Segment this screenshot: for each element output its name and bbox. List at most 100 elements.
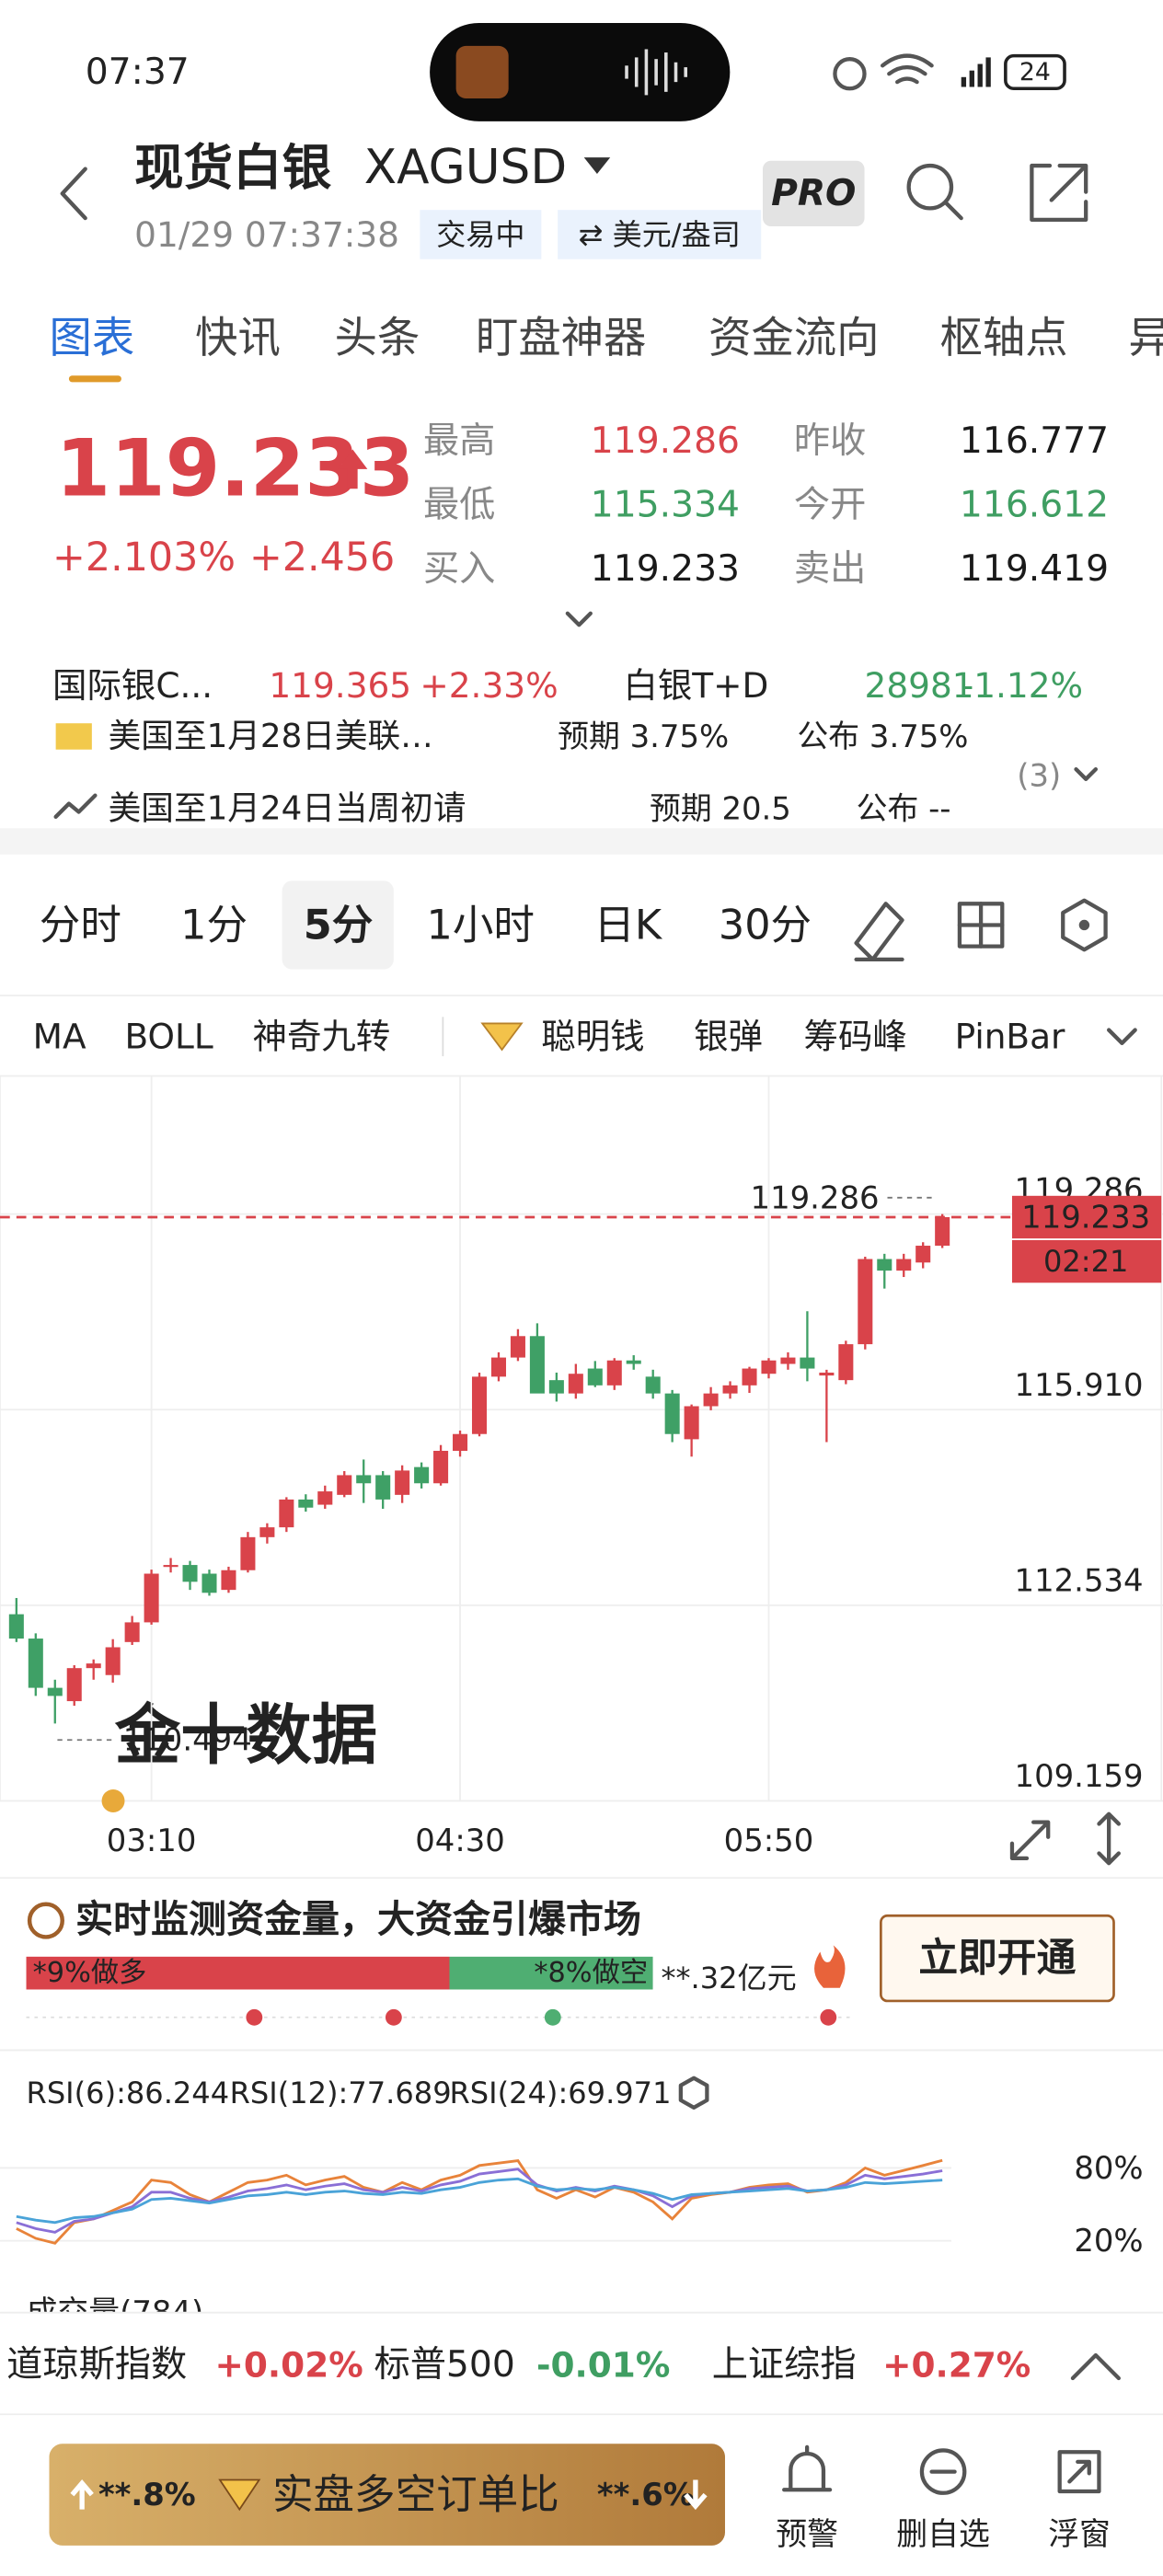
battery bbox=[1004, 53, 1066, 91]
volume-label: 成交量(784) bbox=[27, 2294, 204, 2330]
candle-body bbox=[780, 1357, 796, 1364]
indicator[interactable]: 神奇九转 bbox=[253, 1017, 391, 1057]
index-name[interactable]: 标普500 bbox=[374, 2344, 514, 2386]
expand-chevron[interactable] bbox=[565, 611, 593, 627]
draw-tool[interactable] bbox=[854, 902, 904, 962]
change-percent: +2.103% bbox=[52, 535, 236, 581]
scale-button[interactable] bbox=[1097, 1811, 1121, 1866]
news-chevron[interactable] bbox=[1074, 766, 1099, 781]
order-ratio-banner[interactable] bbox=[49, 2444, 725, 2546]
related-price: 119.365 bbox=[269, 665, 411, 706]
period-tab[interactable]: 日K bbox=[593, 901, 663, 949]
clock: 07:37 bbox=[86, 52, 190, 93]
indicator[interactable]: 聪明钱 bbox=[541, 1017, 644, 1057]
flow-dot bbox=[385, 2008, 402, 2026]
countdown-label: 02:21 bbox=[1043, 1244, 1128, 1279]
float-window-icon[interactable] bbox=[1057, 2450, 1101, 2494]
ticker-collapse[interactable] bbox=[1070, 2352, 1121, 2381]
event-dot[interactable] bbox=[101, 1788, 125, 1812]
ratio-title[interactable]: 实盘多空订单比 bbox=[272, 2471, 559, 2519]
news-forecast: 预期 3.75% bbox=[558, 719, 729, 754]
stat-label: 最低 bbox=[423, 485, 495, 526]
candle-body bbox=[337, 1475, 352, 1495]
stat-value: 119.419 bbox=[960, 548, 1109, 590]
tab[interactable]: 快讯 bbox=[195, 313, 281, 362]
rsi-line bbox=[16, 2177, 943, 2225]
related-change: +2.33% bbox=[420, 665, 558, 706]
indicator[interactable]: PinBar bbox=[955, 1017, 1065, 1057]
action-label[interactable]: 预警 bbox=[776, 2516, 838, 2552]
index-name[interactable]: 道琼斯指数 bbox=[6, 2344, 187, 2386]
action-label[interactable]: 删自选 bbox=[896, 2516, 990, 2552]
pro-badge[interactable] bbox=[762, 160, 865, 227]
share-button[interactable] bbox=[1030, 163, 1088, 223]
related-name[interactable]: 国际银C... bbox=[52, 665, 213, 706]
rsi-settings[interactable] bbox=[678, 2076, 709, 2110]
indicator[interactable]: BOLL bbox=[125, 1017, 213, 1057]
down-arrow bbox=[684, 2479, 708, 2511]
candle-body bbox=[259, 1527, 275, 1537]
tab[interactable]: 资金流向 bbox=[708, 313, 879, 362]
tab[interactable]: 图表 bbox=[49, 313, 134, 362]
last-price: 119.233 bbox=[56, 423, 415, 514]
tab[interactable]: 异 bbox=[1129, 313, 1163, 362]
layout-tool[interactable] bbox=[957, 902, 1005, 949]
news-icon bbox=[55, 723, 92, 750]
candle-body bbox=[240, 1536, 256, 1570]
search-button[interactable] bbox=[906, 163, 963, 221]
candle-body bbox=[761, 1360, 777, 1374]
rsi-line bbox=[16, 2158, 943, 2245]
period-tab[interactable]: 1小时 bbox=[427, 901, 535, 949]
current-price-box bbox=[1011, 1195, 1162, 1239]
indicator[interactable]: 银弹 bbox=[694, 1017, 763, 1057]
tab[interactable]: 枢轴点 bbox=[940, 313, 1068, 362]
status-badge bbox=[420, 210, 542, 259]
period-tab[interactable]: 1分 bbox=[180, 901, 248, 949]
candle-body bbox=[356, 1475, 372, 1484]
candlestick-chart: 金十数据 119.286 115.910 112.534 109.159 03:10 04… bbox=[0, 1075, 1163, 1858]
related-name[interactable]: 白银T+D bbox=[623, 665, 768, 706]
activate-button[interactable] bbox=[880, 1914, 1115, 2003]
short-label: *8%做空 bbox=[534, 1957, 648, 1989]
activate-text[interactable]: 立即开通 bbox=[918, 1936, 1076, 1982]
instrument-symbol[interactable]: XAGUSD bbox=[364, 140, 567, 195]
index-name[interactable]: 上证综指 bbox=[712, 2344, 857, 2386]
period-tab[interactable]: 30分 bbox=[719, 901, 812, 949]
candle-body bbox=[722, 1385, 738, 1394]
y-tick-label: 112.534 bbox=[1015, 1563, 1144, 1599]
y-tick-label: 115.910 bbox=[1015, 1367, 1144, 1403]
candle-body bbox=[317, 1491, 333, 1505]
candle-body bbox=[163, 1565, 178, 1568]
back-button[interactable] bbox=[60, 167, 87, 221]
news-ticker[interactable]: 美国至1月28日美联… 预期 3.75% 公布 3.75% 美国至1月24日当周… bbox=[53, 718, 969, 827]
indicator[interactable]: 筹码峰 bbox=[804, 1017, 907, 1057]
remove-watch-icon[interactable] bbox=[919, 2448, 967, 2495]
stat-label: 今开 bbox=[794, 485, 866, 526]
indicator[interactable]: MA bbox=[33, 1017, 86, 1057]
indicator-chevron[interactable] bbox=[1107, 1028, 1137, 1045]
dropdown-arrow[interactable] bbox=[583, 157, 611, 174]
candle-body bbox=[433, 1450, 449, 1484]
tab[interactable]: 头条 bbox=[335, 313, 420, 362]
fullscreen-button[interactable] bbox=[1009, 1820, 1051, 1861]
high-marker: 119.286 bbox=[751, 1179, 880, 1215]
settings-tool[interactable] bbox=[1061, 898, 1108, 952]
news-count[interactable]: (3) bbox=[1017, 758, 1061, 794]
candle-body bbox=[86, 1663, 101, 1669]
up-arrow bbox=[70, 2478, 94, 2510]
candle-body bbox=[471, 1376, 488, 1434]
currency-badge[interactable] bbox=[558, 210, 762, 259]
candle-body bbox=[703, 1393, 719, 1407]
flow-dot bbox=[820, 2008, 837, 2026]
alert-icon[interactable] bbox=[782, 2444, 833, 2492]
action-label[interactable]: 浮窗 bbox=[1048, 2516, 1111, 2552]
currency-text[interactable]: ⇄ 美元/盎司 bbox=[579, 217, 741, 252]
period-tab[interactable]: 分时 bbox=[40, 901, 121, 949]
pro-text[interactable]: PRO bbox=[771, 173, 856, 214]
flow-dot bbox=[246, 2008, 263, 2026]
app-thumb bbox=[455, 45, 509, 98]
candle-body bbox=[28, 1639, 43, 1688]
tab[interactable]: 盯盘神器 bbox=[476, 313, 646, 362]
period-tab[interactable]: 5分 bbox=[304, 901, 374, 949]
vip-icon bbox=[480, 1022, 524, 1052]
